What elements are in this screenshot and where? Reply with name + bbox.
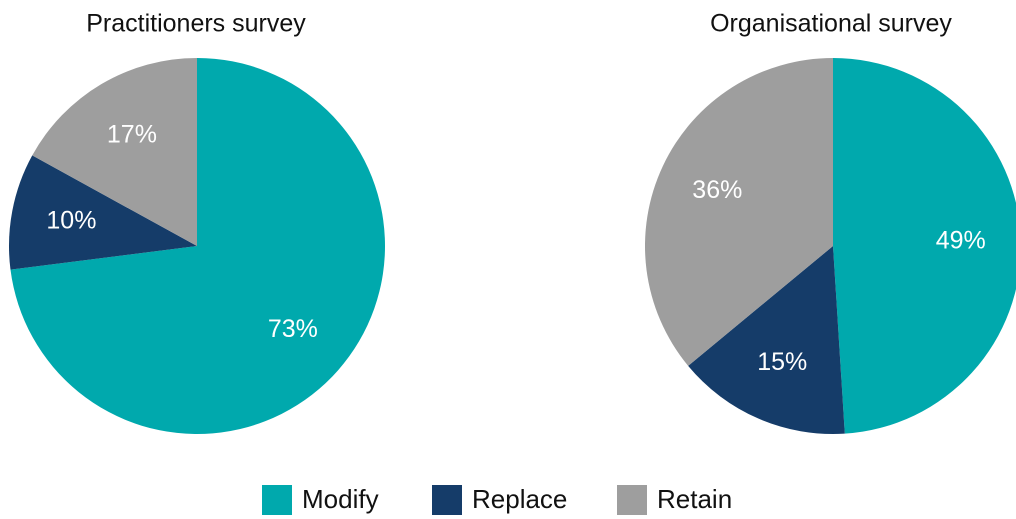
data-label: 49% [936, 227, 986, 255]
legend-label: Modify [302, 484, 379, 514]
data-label: 36% [692, 176, 742, 204]
pie-slice [8, 155, 197, 270]
legend-swatch [262, 485, 292, 515]
pie-slice [833, 58, 1016, 434]
pie-slice [688, 246, 845, 434]
pie-slice [32, 58, 197, 246]
legend-label: Replace [472, 484, 567, 514]
data-label: 17% [107, 121, 157, 149]
chart-title: Practitioners survey [86, 10, 306, 38]
legend-swatch [432, 485, 462, 515]
pie-slice [10, 58, 385, 435]
pie-slice [644, 58, 833, 366]
data-label: 15% [757, 348, 807, 376]
data-label: 73% [268, 315, 318, 343]
chart-title: Organisational survey [710, 10, 952, 38]
legend-swatch [617, 485, 647, 515]
legend-label: Retain [657, 484, 732, 514]
data-label: 10% [46, 207, 96, 235]
